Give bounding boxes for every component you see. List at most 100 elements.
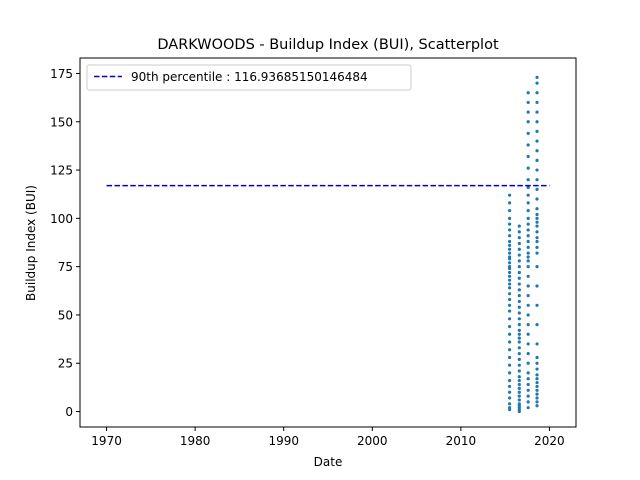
data-point: [507, 261, 512, 265]
data-point: [517, 276, 521, 280]
data-point: [526, 154, 530, 159]
data-point: [535, 220, 539, 224]
data-point: [535, 224, 539, 228]
data-point: [517, 317, 521, 321]
data-point: [526, 193, 530, 197]
data-point: [526, 313, 530, 317]
data-point: [535, 129, 539, 134]
data-point: [526, 361, 530, 365]
data-point: [535, 323, 539, 327]
data-point: [517, 382, 521, 387]
data-point: [517, 294, 521, 298]
y-axis-ticks: 0 25 50 75 100 125 150 175: [50, 67, 80, 419]
y-tick-label: 75: [58, 260, 73, 274]
data-point: [507, 286, 512, 290]
data-point: [535, 284, 539, 288]
data-point: [526, 131, 530, 135]
data-point: [535, 404, 539, 408]
data-point: [526, 342, 530, 346]
data-point: [517, 247, 521, 251]
y-axis-label: Buildup Index (BUI): [24, 185, 38, 301]
data-point: [526, 91, 530, 95]
data-point: [526, 216, 530, 220]
data-point: [517, 241, 521, 246]
data-point: [507, 317, 512, 321]
data-point: [517, 351, 521, 356]
data-point: [535, 149, 539, 153]
y-tick-label: 150: [50, 115, 73, 129]
data-point: [535, 388, 539, 392]
data-point: [517, 390, 521, 394]
data-point: [517, 305, 521, 309]
data-point: [535, 245, 539, 249]
data-point: [517, 265, 521, 269]
data-point: [535, 251, 539, 255]
data-point: [526, 222, 530, 226]
data-point: [507, 355, 512, 360]
data-point: [517, 323, 521, 327]
data-point: [507, 396, 512, 400]
data-point: [535, 139, 539, 143]
x-tick-label: 2020: [534, 434, 565, 448]
data-point: [535, 110, 539, 114]
data-point: [507, 390, 512, 394]
data-point: [526, 120, 530, 124]
data-point: [526, 294, 530, 298]
data-point: [507, 303, 512, 307]
data-point: [517, 259, 521, 263]
data-point: [517, 402, 521, 406]
data-point: [535, 230, 539, 234]
data-point: [507, 222, 512, 226]
data-point: [526, 406, 530, 410]
y-tick-label: 0: [65, 405, 73, 419]
data-point: [517, 398, 521, 402]
data-point: [535, 384, 539, 389]
data-point: [507, 402, 512, 406]
data-point: [507, 292, 512, 296]
data-point: [517, 357, 521, 361]
y-tick-label: 100: [50, 212, 73, 226]
data-point: [517, 282, 521, 286]
data-point: [526, 234, 530, 238]
data-point: [535, 303, 539, 307]
legend: 90th percentile : 116.93685150146484: [86, 64, 412, 91]
data-point: [526, 377, 530, 381]
data-point: [526, 178, 530, 182]
data-point: [507, 384, 512, 389]
x-tick-label: 1980: [180, 434, 211, 448]
data-point: [526, 245, 530, 249]
chart-title: DARKWOODS - Buildup Index (BUI), Scatter…: [157, 37, 499, 53]
data-point: [535, 75, 539, 79]
data-point: [535, 265, 539, 269]
data-point: [535, 373, 539, 377]
data-point: [507, 239, 512, 244]
data-point: [526, 259, 530, 263]
data-point: [526, 371, 530, 375]
data-point: [517, 288, 521, 292]
data-point: [507, 274, 512, 278]
x-axis-ticks: 1970 1980 1990 2000 2010 2020: [91, 427, 565, 448]
data-point: [535, 239, 539, 244]
data-point: [535, 187, 539, 191]
data-point: [526, 394, 530, 398]
data-point: [535, 207, 539, 211]
data-point: [526, 201, 530, 205]
data-point: [535, 81, 539, 85]
data-point: [517, 363, 521, 367]
data-point: [507, 228, 512, 232]
x-tick-label: 1970: [91, 434, 122, 448]
x-tick-label: 1990: [268, 434, 299, 448]
data-point: [517, 270, 521, 275]
data-point: [526, 255, 530, 259]
data-point: [535, 380, 539, 385]
data-point: [517, 253, 521, 257]
data-point: [526, 388, 530, 392]
data-point: [517, 394, 521, 398]
x-tick-label: 2010: [446, 434, 477, 448]
data-point: [535, 355, 539, 360]
data-point: [526, 284, 530, 288]
data-point: [535, 100, 539, 105]
data-point: [526, 209, 530, 213]
x-tick-label: 2000: [357, 434, 388, 448]
data-point: [517, 236, 521, 240]
